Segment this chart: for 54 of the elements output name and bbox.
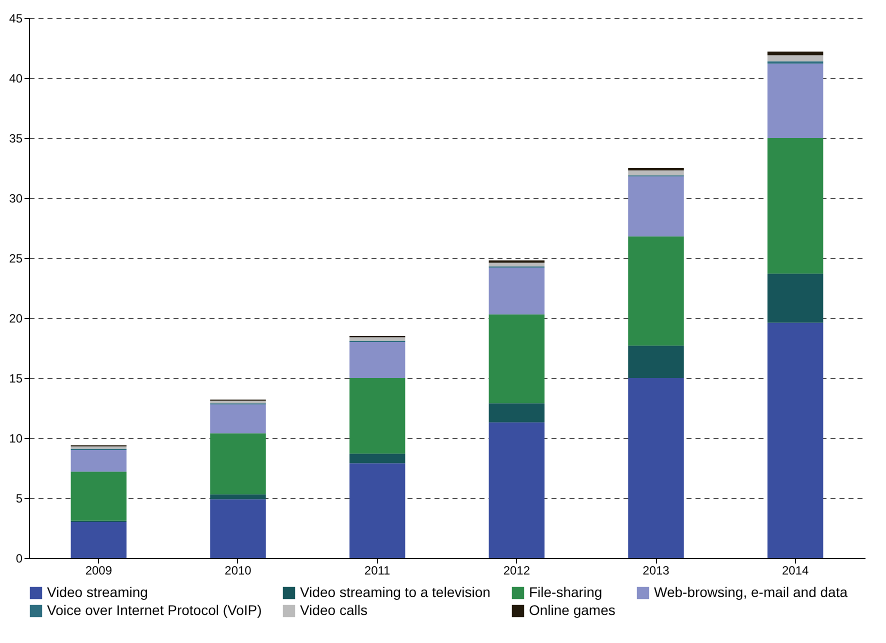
y-tick-label: 45: [9, 12, 23, 26]
bar: [767, 61, 824, 64]
bar: [488, 268, 545, 314]
x-tick-label: 2014: [782, 564, 810, 578]
bar: [488, 422, 545, 558]
bar: [628, 176, 684, 236]
y-tick-label: 25: [9, 252, 23, 266]
legend-label: Voice over Internet Protocol (VoIP): [47, 602, 262, 618]
bar: [210, 404, 266, 434]
bar: [767, 138, 824, 274]
bar: [70, 450, 127, 472]
bar: [349, 337, 406, 341]
x-tick-label: 2011: [364, 564, 391, 578]
y-tick-label: 20: [9, 312, 23, 326]
y-tick-label: 40: [9, 72, 23, 86]
bar: [767, 52, 824, 56]
bar: [628, 346, 684, 378]
bar: [349, 378, 406, 454]
bar: [349, 463, 406, 558]
bar: [767, 55, 824, 62]
bar: [70, 446, 127, 449]
legend-label: Video streaming: [47, 584, 148, 600]
bar: [210, 494, 266, 500]
bar: [349, 454, 406, 464]
legend-label: File-sharing: [529, 584, 602, 600]
x-tick-label: 2013: [642, 564, 670, 578]
bar: [488, 262, 545, 266]
x-tick-label: 2010: [224, 564, 252, 578]
y-tick-label: 15: [9, 372, 23, 386]
legend-label: Video streaming to a television: [300, 584, 490, 600]
legend-label: Video calls: [300, 602, 368, 618]
bar: [210, 499, 266, 558]
y-tick-label: 10: [9, 432, 23, 446]
bar: [767, 274, 824, 323]
y-tick-label: 5: [16, 492, 23, 506]
legend-label: Online games: [529, 602, 616, 618]
bar: [628, 378, 684, 558]
y-tick-label: 0: [16, 552, 23, 566]
bar: [767, 64, 824, 138]
bar: [488, 314, 545, 404]
bar: [628, 170, 684, 176]
y-tick-label: 35: [9, 132, 23, 146]
x-tick-label: 2012: [503, 564, 530, 578]
bar: [767, 322, 824, 558]
legend-label: Web-browsing, e-mail and data: [654, 584, 848, 600]
bar: [70, 522, 127, 558]
bar: [628, 236, 684, 346]
bar: [488, 260, 545, 263]
bar: [210, 433, 266, 494]
bar: [488, 403, 545, 422]
bar: [349, 342, 406, 378]
y-tick-label: 30: [9, 192, 23, 206]
bar: [70, 472, 127, 521]
x-tick-label: 2009: [85, 564, 112, 578]
